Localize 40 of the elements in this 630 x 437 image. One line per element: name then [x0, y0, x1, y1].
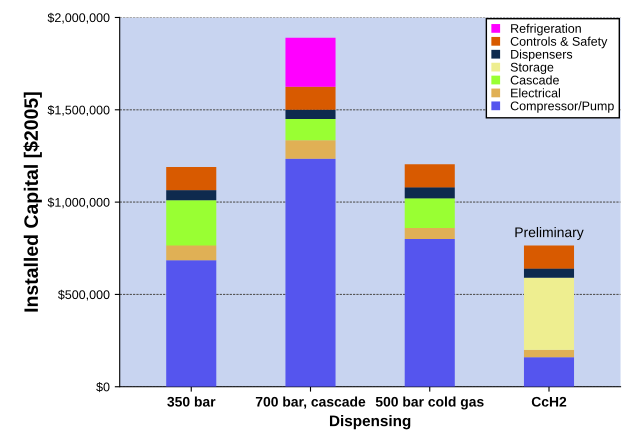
bar — [166, 246, 216, 260]
legend-label: Storage — [510, 62, 554, 74]
bar — [524, 278, 574, 350]
bar — [524, 268, 574, 278]
x-tick-label: 350 bar — [167, 396, 216, 407]
bar — [524, 246, 574, 269]
bar — [404, 228, 455, 240]
bar — [166, 200, 216, 246]
bar — [285, 86, 336, 110]
y-tick-label: $0 — [96, 382, 110, 392]
bar — [404, 187, 455, 198]
legend-label: Compressor/Pump — [510, 101, 614, 113]
bar — [285, 158, 336, 387]
bar — [404, 164, 455, 188]
x-tick-label: CcH2 — [532, 396, 566, 407]
y-tick-label: $500,000 — [58, 290, 110, 301]
bar — [404, 198, 455, 228]
legend-label: Dispensers — [511, 50, 572, 62]
x-tick-label: 700 bar, cascade — [256, 396, 366, 409]
bar — [166, 167, 216, 190]
bar — [166, 190, 216, 200]
y-tick-label: $2,000,000 — [48, 12, 110, 24]
bar — [524, 350, 574, 358]
x-axis-title: Dispensing — [330, 415, 410, 430]
annotation: Preliminary — [515, 227, 584, 240]
bar — [285, 140, 336, 159]
y-tick-label: $1,500,000 — [48, 105, 110, 116]
legend-label: Cascade — [510, 75, 559, 85]
bar — [285, 38, 336, 87]
y-tick-label: $1,000,000 — [48, 197, 110, 208]
bar — [166, 260, 216, 387]
bar — [285, 119, 336, 140]
bar — [404, 239, 455, 387]
y-axis-title: Installed Capital [$2005] — [23, 92, 42, 312]
bar — [524, 357, 574, 387]
x-tick-label: 500 bar cold gas — [376, 396, 484, 410]
legend-label: Electrical — [511, 88, 560, 98]
legend-label: Refrigeration — [511, 24, 581, 36]
legend-label: Controls & Safety — [510, 36, 608, 48]
bar — [285, 110, 336, 120]
